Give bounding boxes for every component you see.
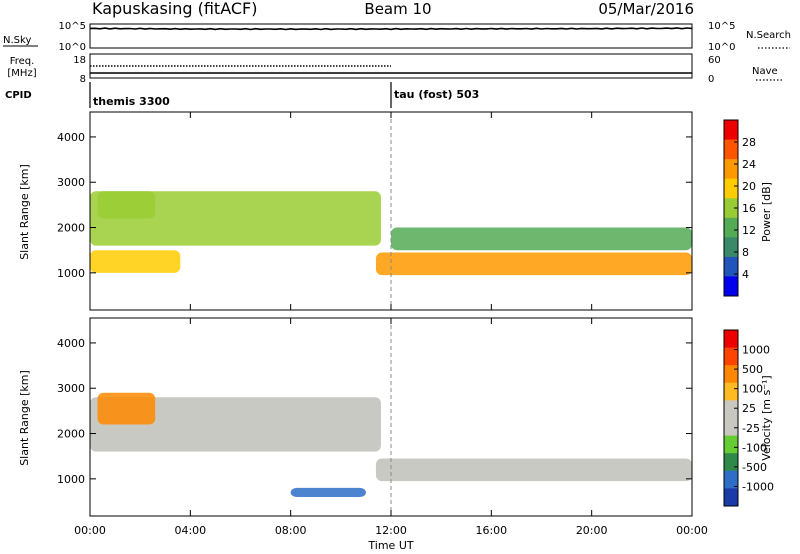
colorbar-swatch (724, 400, 738, 419)
power-scatter-regions (90, 191, 692, 276)
scatter-region (90, 250, 181, 273)
velocity-colorbar: 1000 500 100 25 -25 -100 -500 -1000 (723, 329, 774, 507)
colorbar-tick-label: 500 (742, 363, 763, 376)
scatter-region (375, 458, 692, 482)
y-tick-label: 4000 (57, 131, 85, 144)
cpid-entry-2: tau (fost) 503 (394, 88, 479, 101)
colorbar-frame (723, 329, 739, 507)
colorbar-tick-label: 20 (742, 180, 756, 193)
cpid-entry-1: themis 3300 (93, 95, 170, 108)
colorbar-tick-label: -100 (742, 441, 767, 454)
colorbar-swatch (724, 418, 738, 437)
colorbar-swatch (724, 139, 738, 160)
scatter-region (90, 397, 381, 452)
colorbar-tick-label: 28 (742, 136, 756, 149)
colorbar-tick-label: 24 (742, 158, 756, 171)
x-axis-title: Time UT (367, 539, 413, 552)
x-tick-label: 08:00 (275, 524, 307, 537)
colorbar-swatch (724, 347, 738, 366)
colorbar-swatch (724, 159, 738, 180)
colorbar-tick-label: 4 (742, 268, 749, 281)
noise-left-tick-bottom: 10^0 (59, 42, 86, 53)
colorbar-swatch (724, 435, 738, 454)
scatter-region (90, 191, 381, 246)
x-tick-label: 16:00 (475, 524, 507, 537)
colorbar-swatch (724, 276, 738, 297)
velocity-colorbar-label: Velocity [m s⁻¹] (760, 375, 773, 460)
freq-left-tick-top: 18 (73, 55, 86, 66)
velocity-panel: 4000 3000 2000 1000 Slant Range [km] 1000 50… (18, 317, 774, 517)
y-tick-label: 3000 (57, 382, 85, 395)
colorbar-tick-label: 8 (742, 246, 749, 259)
noise-trace (89, 27, 693, 31)
nave-right-tick-top: 60 (708, 55, 721, 66)
cpid-label: CPID (5, 90, 32, 101)
noise-right-label: N.Search (746, 30, 791, 41)
x-tick-label: 20:00 (576, 524, 608, 537)
colorbar-swatch (724, 330, 738, 349)
colorbar-swatch (724, 198, 738, 219)
x-tick-label: 04:00 (174, 524, 206, 537)
scatter-region (375, 252, 692, 276)
noise-left-label: N.Sky (3, 35, 31, 46)
power-y-ticks: 4000 3000 2000 1000 (57, 131, 692, 280)
colorbar-tick-label: 1000 (742, 344, 770, 357)
x-tick-label: 12:00 (375, 524, 407, 537)
y-tick-label: 2000 (57, 428, 85, 441)
x-axis: 00:00 04:00 08:00 12:00 16:00 20:00 00:00 (74, 112, 708, 537)
power-colorbar-label: Power [dB] (760, 182, 773, 242)
power-colorbar: 28 24 20 16 12 8 4 (723, 119, 756, 297)
colorbar-tick-label: 12 (742, 224, 756, 237)
colorbar-swatch (724, 453, 738, 472)
freq-label-line2: [MHz] (7, 68, 36, 79)
y-tick-label: 1000 (57, 267, 85, 280)
colorbar-swatch (724, 217, 738, 238)
noise-panel: N.Sky 10^5 10^0 10^5 10^0 N.Search (3, 21, 791, 53)
scatter-region (290, 487, 366, 497)
colorbar-swatch (724, 178, 738, 199)
y-tick-label: 4000 (57, 337, 85, 350)
velocity-ylabel: Slant Range [km] (18, 370, 31, 466)
freq-label-line1: Freq. (10, 56, 35, 67)
colorbar-tick-label: -1000 (742, 480, 774, 493)
colorbar-tick-label: -25 (742, 422, 760, 435)
freq-panel: Freq. [MHz] 18 8 60 0 Nave (7, 53, 784, 85)
colorbar-swatch (724, 256, 738, 277)
colorbar-tick-label: 100 (742, 383, 763, 396)
power-panel: 4000 3000 2000 1000 Slant Range [km] 28 24 20… (18, 111, 773, 311)
noise-left-tick-top: 10^5 (59, 21, 86, 32)
colorbar-swatch (724, 237, 738, 258)
colorbar-swatch (724, 470, 738, 489)
velocity-scatter-regions (90, 392, 692, 497)
colorbar-tick-label: -500 (742, 461, 767, 474)
colorbar-tick-label: 16 (742, 202, 756, 215)
noise-panel-frame (89, 23, 693, 49)
nave-right-label: Nave (752, 66, 778, 77)
power-ylabel: Slant Range [km] (18, 164, 31, 260)
colorbar-swatch (724, 120, 738, 141)
colorbar-swatch (724, 488, 738, 507)
date-title: 05/Mar/2016 (598, 0, 694, 18)
beam-title: Beam 10 (364, 0, 431, 18)
colorbar-swatch (724, 382, 738, 401)
noise-right-tick-bottom: 10^0 (708, 42, 735, 53)
x-tick-label: 00:00 (676, 524, 708, 537)
scatter-region (391, 227, 692, 251)
colorbar-tick-label: 25 (742, 402, 756, 415)
velocity-y-ticks: 4000 3000 2000 1000 (57, 337, 692, 486)
y-tick-label: 1000 (57, 473, 85, 486)
x-tick-label: 00:00 (74, 524, 106, 537)
nave-right-tick-bottom: 0 (708, 74, 714, 85)
colorbar-swatch (724, 365, 738, 384)
y-tick-label: 2000 (57, 222, 85, 235)
station-title: Kapuskasing (fitACF) (92, 0, 257, 18)
cpid-row: CPID themis 3300 tau (fost) 503 (5, 82, 479, 108)
scatter-region (97, 392, 156, 425)
y-tick-label: 3000 (57, 176, 85, 189)
noise-right-tick-top: 10^5 (708, 21, 735, 32)
freq-left-tick-bottom: 8 (80, 74, 86, 85)
